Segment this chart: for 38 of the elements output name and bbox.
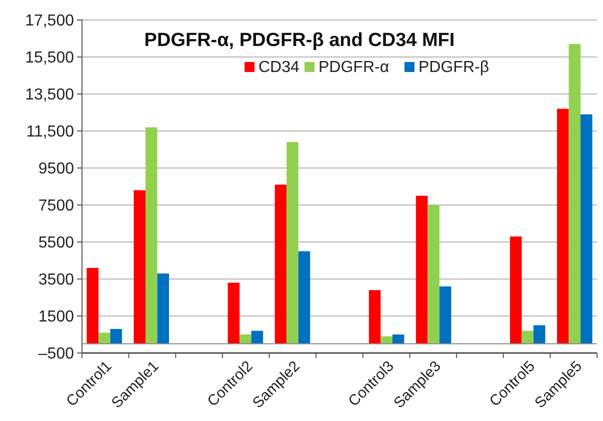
y-tick-label: 9500 bbox=[38, 160, 74, 178]
bar bbox=[368, 290, 381, 344]
bar bbox=[98, 332, 110, 344]
bar bbox=[534, 325, 546, 344]
y-tick-label: 5500 bbox=[38, 234, 74, 252]
bar bbox=[380, 336, 392, 344]
bar bbox=[557, 108, 569, 344]
y-tick-label: 11,500 bbox=[26, 124, 74, 141]
bar bbox=[240, 334, 252, 344]
bar bbox=[439, 286, 452, 344]
bar bbox=[428, 205, 440, 344]
legend-label: PDGFR-α bbox=[318, 59, 390, 76]
y-tick-label: –500 bbox=[38, 346, 74, 363]
bar bbox=[251, 330, 264, 344]
bar bbox=[522, 330, 534, 344]
bar bbox=[298, 251, 310, 344]
bar bbox=[86, 268, 98, 344]
bar bbox=[286, 142, 298, 344]
y-tick-label: 3500 bbox=[38, 272, 74, 289]
y-tick-label: 7500 bbox=[38, 198, 74, 215]
y-tick-label: 13,500 bbox=[25, 86, 74, 104]
bar bbox=[145, 127, 158, 344]
bar bbox=[568, 44, 581, 344]
legend-label: CD34 bbox=[258, 59, 300, 76]
y-tick-label: 1500 bbox=[38, 308, 74, 326]
bar bbox=[110, 328, 122, 344]
bar bbox=[157, 273, 170, 344]
bar bbox=[134, 190, 146, 344]
bar bbox=[416, 196, 428, 344]
bar bbox=[228, 282, 240, 344]
bar bbox=[510, 236, 522, 344]
legend-label: PDGFR-β bbox=[418, 59, 490, 76]
y-tick-label: 15,500 bbox=[25, 50, 74, 67]
y-tick-label: 17,500 bbox=[25, 12, 74, 30]
bar bbox=[392, 334, 404, 344]
bar bbox=[274, 184, 287, 344]
bar bbox=[580, 114, 592, 344]
text: PDGFR-α, PDGFR-β and CD34 MFI bbox=[144, 30, 455, 51]
